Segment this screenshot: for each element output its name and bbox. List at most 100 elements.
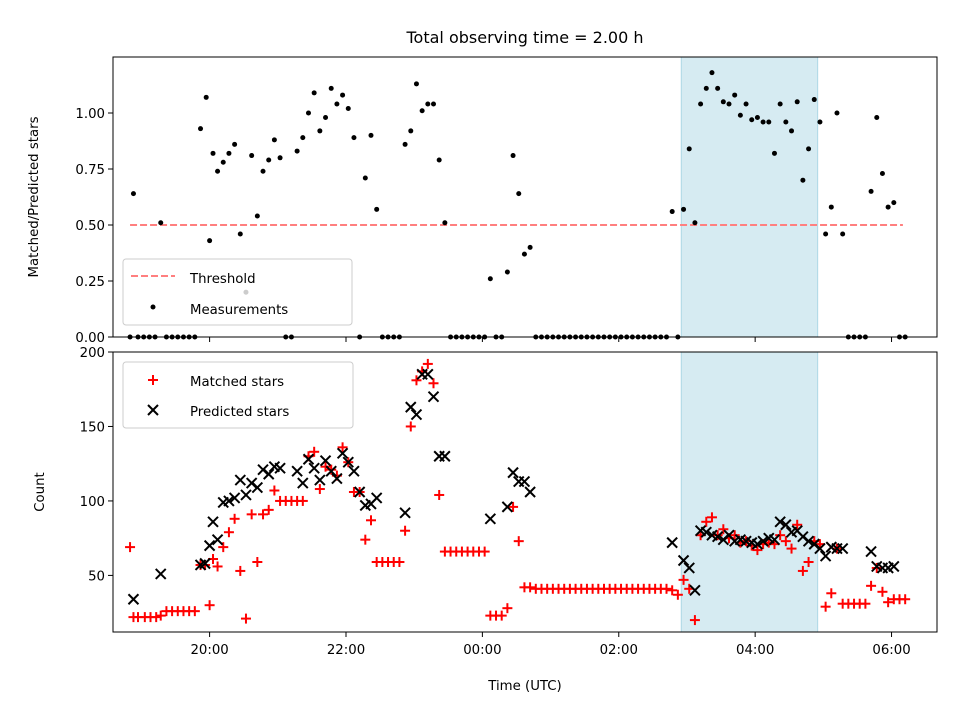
top-legend-box <box>122 258 353 326</box>
measurement-point <box>879 170 885 176</box>
measurement-point <box>516 191 522 197</box>
cross-stroke-b <box>518 475 531 488</box>
matched-star-point <box>422 358 433 369</box>
measurement-point <box>510 153 516 159</box>
cross-stroke-b <box>740 535 752 547</box>
cross-stroke-b <box>127 593 140 605</box>
matched-star-point <box>223 527 234 538</box>
cross-stroke-b <box>711 530 724 543</box>
cross-stroke-b <box>155 568 167 580</box>
matched-star-point <box>269 485 280 496</box>
measurement-point <box>800 177 806 183</box>
bottom-xtick-label: 04:00 <box>736 643 774 658</box>
matched-star-point <box>337 442 348 453</box>
cross-stroke-b <box>734 533 747 546</box>
measurement-point <box>703 85 709 91</box>
measurement-point <box>487 276 493 282</box>
measurement-point <box>220 159 226 165</box>
measurement-point <box>419 108 425 114</box>
measurement-point <box>806 146 812 152</box>
cross-stroke-b <box>251 481 264 494</box>
predicted-star-point <box>251 481 264 494</box>
cross-stroke-b <box>802 535 815 547</box>
measurement-point <box>885 204 891 210</box>
predicted-star-point <box>484 513 497 525</box>
predicted-star-point <box>203 539 216 552</box>
bottom-plot-frame <box>112 351 938 633</box>
cross-stroke-b <box>331 472 343 485</box>
cross-stroke-b <box>263 468 275 480</box>
measurement-point <box>720 99 726 105</box>
cross-stroke-b <box>865 545 877 558</box>
measurement-point <box>811 97 817 103</box>
measurement-point <box>789 128 795 134</box>
matched-star-point <box>860 598 871 609</box>
matched-star-point <box>400 525 411 536</box>
cross-stroke-b <box>439 450 451 462</box>
matched-star-point <box>712 530 723 541</box>
predicted-star-point <box>666 536 678 549</box>
matched-star-point <box>508 501 519 512</box>
cross-stroke-b <box>683 562 695 574</box>
matched-star-point <box>786 543 797 554</box>
chart-title: Total observing time = 2.00 h <box>405 28 643 47</box>
cross-stroke-b <box>297 477 309 489</box>
matched-star-point <box>263 504 274 515</box>
cross-stroke-b <box>524 486 536 498</box>
measurement-point <box>504 269 510 275</box>
bottom-y-axis-label: Count <box>33 472 48 512</box>
bottom-xtick-label: 22:00 <box>327 643 365 658</box>
matched-star-point <box>729 530 740 541</box>
cross-stroke-b <box>410 408 423 421</box>
cross-stroke-b <box>677 554 690 567</box>
measurement-point <box>374 206 380 212</box>
measurement-point <box>130 191 136 197</box>
matched-star-point <box>258 509 269 520</box>
measurement-point <box>817 119 823 125</box>
cross-stroke-b <box>427 390 440 403</box>
matched-star-point <box>701 516 712 527</box>
measurement-point <box>737 112 743 118</box>
matched-star-point <box>752 545 763 556</box>
bottom-legend-box <box>122 361 354 429</box>
measurement-point <box>828 204 834 210</box>
matched-star-point <box>204 600 215 611</box>
cross-stroke-b <box>484 513 497 525</box>
cross-stroke-b <box>342 456 354 468</box>
measurement-point <box>207 238 213 244</box>
top-y-axis-label: Matched/Predicted stars <box>27 116 42 277</box>
measurement-point <box>362 175 368 181</box>
predicted-star-point <box>228 492 241 504</box>
bottom-ytick-label: 100 <box>80 495 105 510</box>
cross-stroke-b <box>694 525 707 537</box>
measurement-point <box>340 92 346 98</box>
matched-star-point <box>689 615 700 626</box>
matched-star-point <box>672 589 683 600</box>
measurements-legend-label: Measurements <box>190 303 288 318</box>
predicted-star-point <box>524 486 536 498</box>
predicted-star-point <box>308 462 320 474</box>
measurement-point <box>210 150 216 156</box>
measurement-point <box>777 101 783 107</box>
predicted-star-point <box>427 390 440 403</box>
measurement-point <box>271 137 277 143</box>
matched-star-point <box>775 530 786 541</box>
measurement-point <box>311 90 317 96</box>
measurement-point <box>749 117 755 123</box>
matched-star-point <box>866 580 877 591</box>
predicted-star-point <box>751 538 764 550</box>
predicted-star-point <box>888 560 900 573</box>
predicted-star-point <box>677 554 690 567</box>
predicted-star-point <box>683 562 695 574</box>
predicted-star-point <box>439 450 451 462</box>
predicted-star-point <box>302 453 315 465</box>
matched-star-point <box>820 601 831 612</box>
matched-star-point <box>125 542 136 553</box>
matched-star-point <box>189 606 200 617</box>
top-ytick-label: 1.00 <box>75 107 105 122</box>
cross-stroke-b <box>888 560 900 573</box>
predicted-star-point <box>405 401 417 413</box>
measurement-point <box>681 206 687 212</box>
measurement-point <box>760 119 766 125</box>
bottom-ytick-label: 150 <box>80 420 105 435</box>
